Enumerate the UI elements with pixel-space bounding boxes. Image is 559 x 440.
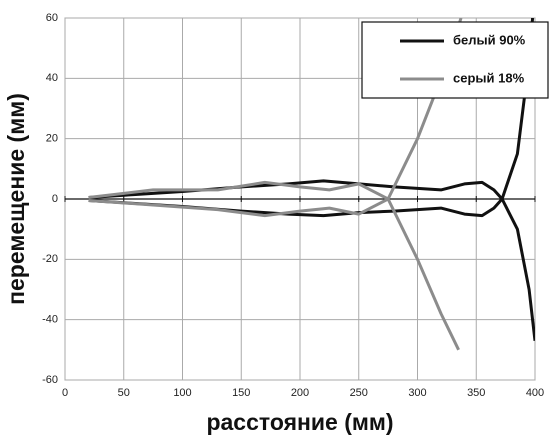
y-axis-title: перемещение (мм) (3, 93, 29, 305)
lines (88, 18, 535, 351)
y-tick-label: 60 (46, 12, 58, 24)
y-tick-label: -60 (42, 374, 58, 386)
x-tick-label: 100 (173, 387, 191, 399)
y-tick-label: -40 (42, 314, 58, 326)
y-tick-label: 40 (46, 72, 58, 84)
x-tick-label: 200 (291, 387, 309, 399)
legend-label: серый 18% (453, 70, 525, 85)
line-series (88, 180, 460, 351)
y-tick-label: -20 (42, 253, 58, 265)
y-tick-label: 20 (46, 133, 58, 145)
x-axis-title: расстояние (мм) (206, 409, 393, 435)
line-series (88, 18, 463, 218)
x-tick-label: 50 (118, 387, 130, 399)
x-tick-label: 0 (62, 387, 68, 399)
x-tick-label: 250 (350, 387, 368, 399)
legend-label: белый 90% (453, 32, 526, 47)
legend-box (361, 21, 549, 99)
x-tick-label: 350 (467, 387, 485, 399)
x-tick-label: 400 (526, 387, 544, 399)
y-tick-label: 0 (52, 193, 58, 205)
x-tick-label: 300 (408, 387, 426, 399)
x-tick-label: 150 (232, 387, 250, 399)
